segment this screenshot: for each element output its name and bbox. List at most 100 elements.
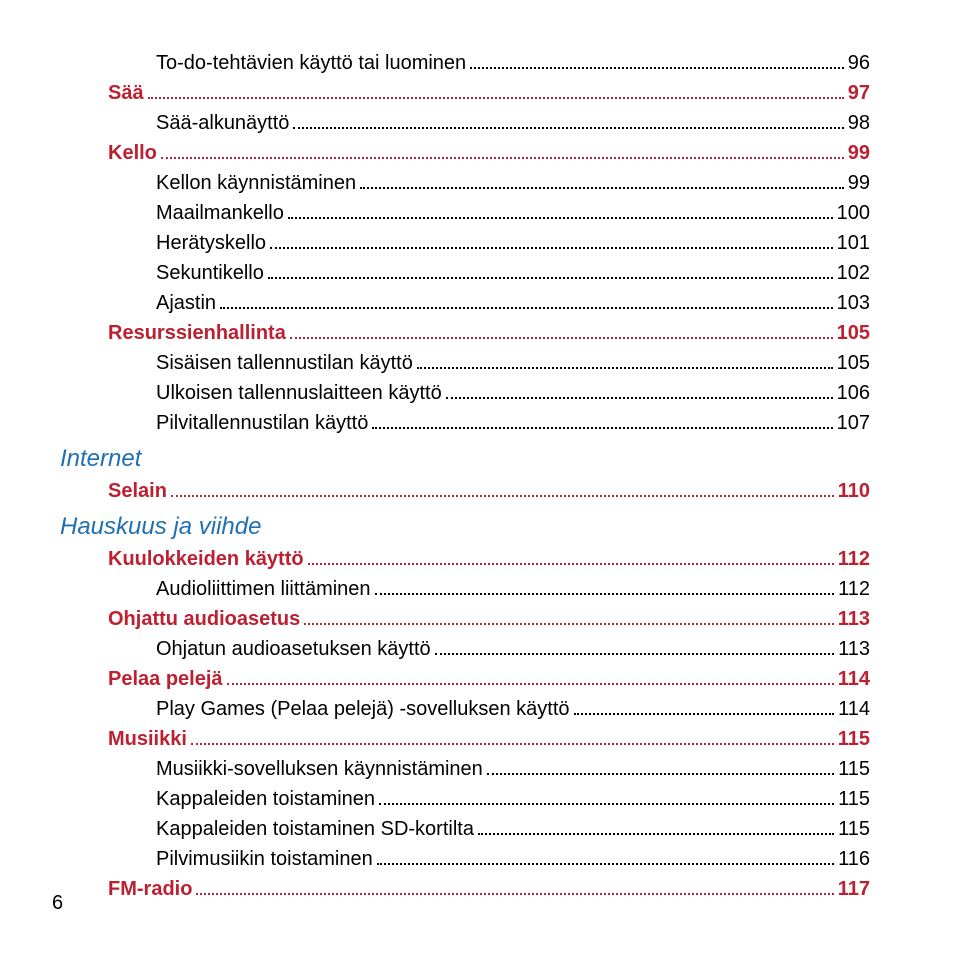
toc-entry[interactable]: Sisäisen tallennustilan käyttö 105 (156, 348, 870, 378)
toc-leader-dots (220, 291, 833, 309)
toc-leader-dots (290, 321, 833, 339)
toc-leader-dots (293, 111, 843, 129)
toc-entry[interactable]: Selain 110 (108, 476, 870, 506)
toc-page: 113 (838, 604, 870, 634)
toc-page: 103 (837, 288, 870, 318)
toc-entry[interactable]: Ohjatun audioasetuksen käyttö 113 (156, 634, 870, 664)
toc-leader-dots (308, 547, 834, 565)
toc-label: Pelaa pelejä (108, 664, 223, 694)
toc-entry[interactable]: Kello 99 (108, 138, 870, 168)
toc-label: Resurssienhallinta (108, 318, 286, 348)
toc-leader-dots (227, 667, 834, 685)
toc-label: To-do-tehtävien käyttö tai luominen (156, 48, 466, 78)
toc-page: 100 (837, 198, 870, 228)
toc-label: Herätyskello (156, 228, 266, 258)
toc-page: 112 (838, 544, 870, 574)
toc-label: Maailmankello (156, 198, 284, 228)
toc-entry[interactable]: Ulkoisen tallennuslaitteen käyttö 106 (156, 378, 870, 408)
toc-label: Sisäisen tallennustilan käyttö (156, 348, 413, 378)
toc-leader-dots (574, 697, 835, 715)
toc-leader-dots (487, 757, 834, 775)
toc-leader-dots (270, 231, 833, 249)
toc-entry[interactable]: FM-radio 117 (108, 874, 870, 904)
toc-page: 105 (837, 348, 870, 378)
toc-label: Kello (108, 138, 157, 168)
toc-entry[interactable]: Sekuntikello 102 (156, 258, 870, 288)
toc-page: 115 (838, 724, 870, 754)
toc-entry[interactable]: Resurssienhallinta 105 (108, 318, 870, 348)
toc-label: Ulkoisen tallennuslaitteen käyttö (156, 378, 442, 408)
toc-label: Ohjattu audioasetus (108, 604, 300, 634)
toc-entry[interactable]: Kappaleiden toistaminen 115 (156, 784, 870, 814)
toc-entry[interactable]: Kappaleiden toistaminen SD-kortilta 115 (156, 814, 870, 844)
toc-leader-dots (435, 637, 834, 655)
toc-leader-dots (417, 351, 833, 369)
toc-page: 106 (837, 378, 870, 408)
toc-entry[interactable]: Internet (60, 444, 870, 474)
toc-entry[interactable]: Pilvimusiikin toistaminen 116 (156, 844, 870, 874)
toc-entry[interactable]: Kuulokkeiden käyttö 112 (108, 544, 870, 574)
toc-entry[interactable]: Musiikki-sovelluksen käynnistäminen 115 (156, 754, 870, 784)
toc-page: 110 (838, 476, 870, 506)
toc-page: 117 (838, 874, 870, 904)
toc-entry[interactable]: Musiikki 115 (108, 724, 870, 754)
toc-entry[interactable]: Herätyskello 101 (156, 228, 870, 258)
toc-page: 113 (838, 634, 870, 664)
page-number: 6 (52, 892, 63, 915)
toc-label: Kellon käynnistäminen (156, 168, 356, 198)
toc-page: 105 (837, 318, 870, 348)
toc-leader-dots (304, 607, 833, 625)
toc-page: 97 (848, 78, 870, 108)
toc-entry[interactable]: Play Games (Pelaa pelejä) -sovelluksen k… (156, 694, 870, 724)
toc-leader-dots (148, 81, 844, 99)
toc-page: 107 (837, 408, 870, 438)
table-of-contents: To-do-tehtävien käyttö tai luominen 96Sä… (60, 48, 870, 904)
toc-entry[interactable]: Ajastin 103 (156, 288, 870, 318)
toc-entry[interactable]: Pilvitallennustilan käyttö 107 (156, 408, 870, 438)
toc-label: Kuulokkeiden käyttö (108, 544, 304, 574)
toc-leader-dots (470, 51, 844, 69)
toc-page: 114 (838, 694, 870, 724)
toc-page: 115 (838, 784, 870, 814)
toc-entry[interactable]: Ohjattu audioasetus 113 (108, 604, 870, 634)
toc-label: Kappaleiden toistaminen SD-kortilta (156, 814, 474, 844)
toc-page: 96 (848, 48, 870, 78)
toc-leader-dots (268, 261, 833, 279)
toc-label: Kappaleiden toistaminen (156, 784, 375, 814)
toc-entry[interactable]: Sää 97 (108, 78, 870, 108)
toc-leader-dots (377, 847, 834, 865)
toc-label: Ohjatun audioasetuksen käyttö (156, 634, 431, 664)
toc-leader-dots (478, 817, 834, 835)
toc-page: 98 (848, 108, 870, 138)
toc-entry[interactable]: Kellon käynnistäminen 99 (156, 168, 870, 198)
toc-leader-dots (288, 201, 833, 219)
toc-label: Sää (108, 78, 144, 108)
toc-leader-dots (360, 171, 844, 189)
toc-entry[interactable]: Pelaa pelejä 114 (108, 664, 870, 694)
toc-leader-dots (379, 787, 834, 805)
toc-leader-dots (171, 479, 834, 497)
toc-leader-dots (446, 381, 833, 399)
toc-page: 99 (848, 168, 870, 198)
toc-label: Pilvimusiikin toistaminen (156, 844, 373, 874)
toc-entry[interactable]: To-do-tehtävien käyttö tai luominen 96 (156, 48, 870, 78)
toc-leader-dots (372, 411, 832, 429)
toc-page: 116 (838, 844, 870, 874)
toc-label: Ajastin (156, 288, 216, 318)
toc-label: Pilvitallennustilan käyttö (156, 408, 368, 438)
toc-label: Musiikki-sovelluksen käynnistäminen (156, 754, 483, 784)
toc-page: 99 (848, 138, 870, 168)
toc-section-label: Hauskuus ja viihde (60, 513, 261, 540)
toc-leader-dots (196, 877, 833, 895)
toc-label: Sekuntikello (156, 258, 264, 288)
toc-page: 102 (837, 258, 870, 288)
toc-label: Sää-alkunäyttö (156, 108, 289, 138)
toc-leader-dots (191, 727, 834, 745)
toc-label: Selain (108, 476, 167, 506)
toc-entry[interactable]: Sää-alkunäyttö 98 (156, 108, 870, 138)
toc-entry[interactable]: Maailmankello 100 (156, 198, 870, 228)
toc-entry[interactable]: Audioliittimen liittäminen 112 (156, 574, 870, 604)
toc-leader-dots (375, 577, 835, 595)
toc-page: 114 (838, 664, 870, 694)
toc-entry[interactable]: Hauskuus ja viihde (60, 512, 870, 542)
